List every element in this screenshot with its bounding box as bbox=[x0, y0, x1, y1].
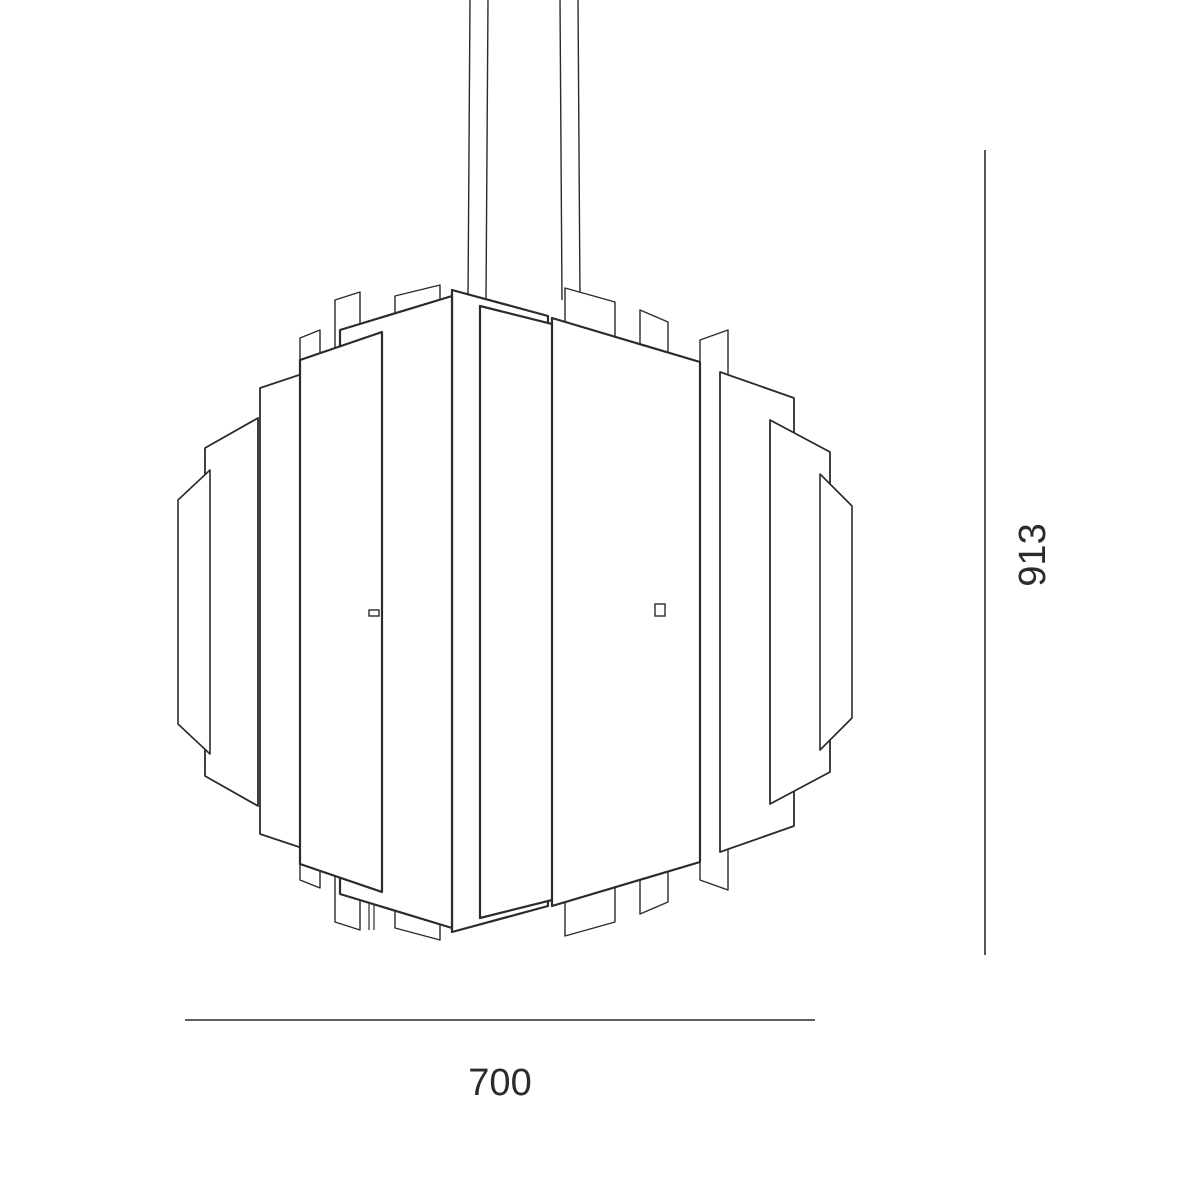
technical-drawing: 700 913 bbox=[0, 0, 1200, 1200]
width-dimension-label: 700 bbox=[468, 1062, 531, 1104]
suspension-wires bbox=[468, 0, 580, 300]
height-dimension-label: 913 bbox=[1012, 523, 1054, 586]
lamp-panels-front bbox=[300, 290, 700, 932]
